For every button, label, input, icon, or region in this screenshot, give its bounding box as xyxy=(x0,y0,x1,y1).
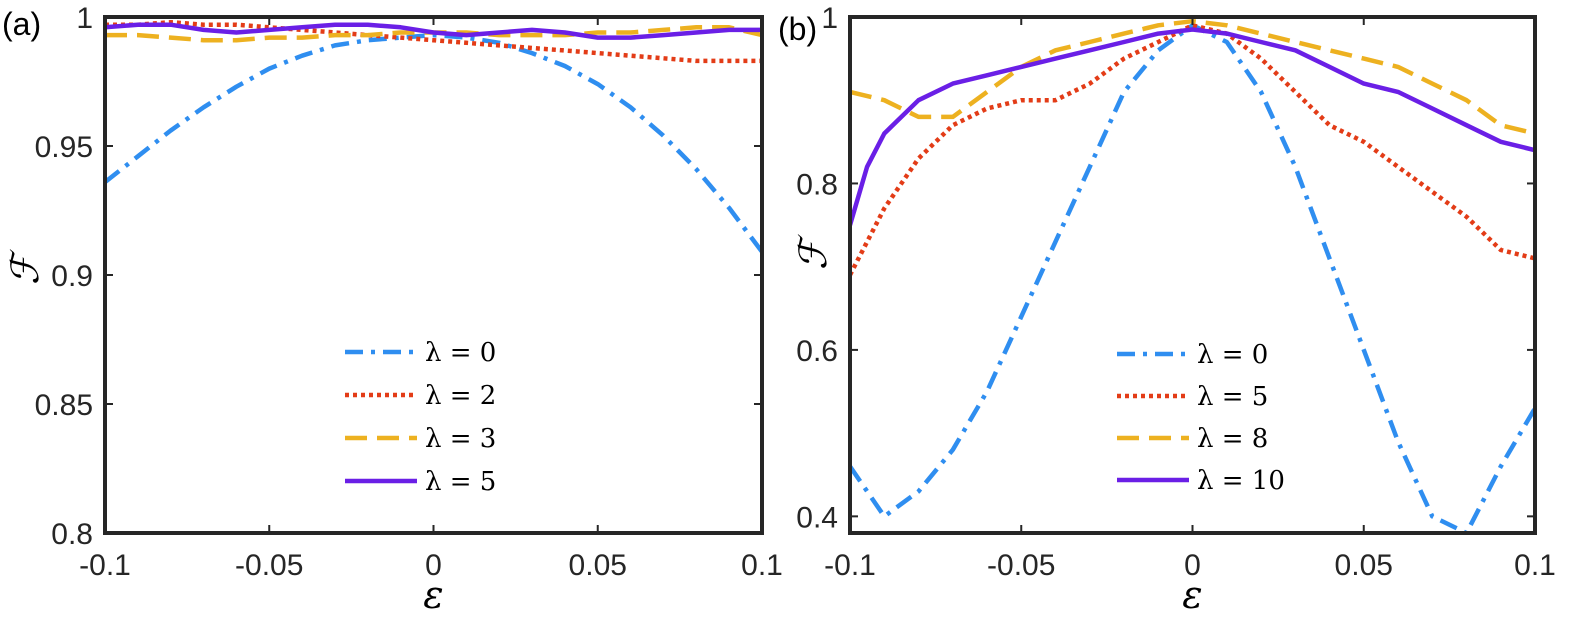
legend-label-2: λ = 8 xyxy=(1197,424,1268,454)
x-axis-label: ε xyxy=(1182,573,1202,617)
legend: λ = 0 λ = 2 λ = 3 λ = 5 xyxy=(345,338,496,497)
x-tick-label: -0.05 xyxy=(987,549,1055,582)
x-tick-label: 0 xyxy=(425,549,442,582)
y-axis-label: ℱ xyxy=(3,249,47,285)
y-tick-label: 0.8 xyxy=(796,168,838,201)
x-axis-label: ε xyxy=(423,573,443,617)
y-tick-label: 1 xyxy=(76,2,93,35)
series-line-2 xyxy=(850,18,1535,136)
panel-a: -0.1 -0.05 0 0.05 0.1 0.8 0.85 0.9 0.95 1 (a) ε ℱλ =… xyxy=(2,2,783,617)
y-tick-label: 0.95 xyxy=(35,131,93,164)
series-line-1 xyxy=(105,19,762,64)
y-tick-label: 0.4 xyxy=(796,501,838,534)
legend-label-3: λ = 10 xyxy=(1197,466,1285,496)
x-tick-label: 0.1 xyxy=(741,549,783,582)
legend-label-0: λ = 0 xyxy=(425,338,496,368)
plot-frame xyxy=(848,15,1537,535)
legend-label-1: λ = 2 xyxy=(425,381,496,411)
y-axis-label: ℱ xyxy=(791,234,835,270)
series-group xyxy=(105,19,762,254)
y-tick-label: 1 xyxy=(821,2,838,35)
series-line-3 xyxy=(850,27,1535,226)
y-tick-label: 0.9 xyxy=(51,260,93,293)
x-tick-label: -0.05 xyxy=(235,549,303,582)
legend-label-1: λ = 5 xyxy=(1197,382,1268,412)
series-line-1 xyxy=(850,23,1535,277)
panel-label: (a) xyxy=(2,6,41,42)
y-tick-label: 0.6 xyxy=(796,335,838,368)
legend-label-2: λ = 3 xyxy=(425,424,496,454)
series-line-0 xyxy=(105,32,762,254)
series-line-0 xyxy=(850,23,1535,533)
x-tick-label: -0.1 xyxy=(79,549,131,582)
legend-label-0: λ = 0 xyxy=(1197,340,1268,370)
panel-b: -0.1 -0.05 0 0.05 0.10.40.60.81(b)εℱλ = 0λ =… xyxy=(778,2,1556,617)
x-tick-label: 0.05 xyxy=(569,549,627,582)
legend: λ = 0 λ = 5 λ = 8 λ = 10 xyxy=(1117,340,1285,496)
y-tick-label: 0.85 xyxy=(35,389,93,422)
plot-frame xyxy=(103,15,764,535)
x-tick-label: -0.1 xyxy=(824,549,876,582)
x-tick-label: 0.1 xyxy=(1514,549,1556,582)
x-tick-label: 0.05 xyxy=(1335,549,1393,582)
series-line-3 xyxy=(105,22,762,40)
panel-label: (b) xyxy=(778,11,817,47)
legend-label-3: λ = 5 xyxy=(425,467,496,497)
x-tick-label: 0 xyxy=(1184,549,1201,582)
y-tick-label: 0.8 xyxy=(51,518,93,551)
series-group xyxy=(850,18,1535,533)
